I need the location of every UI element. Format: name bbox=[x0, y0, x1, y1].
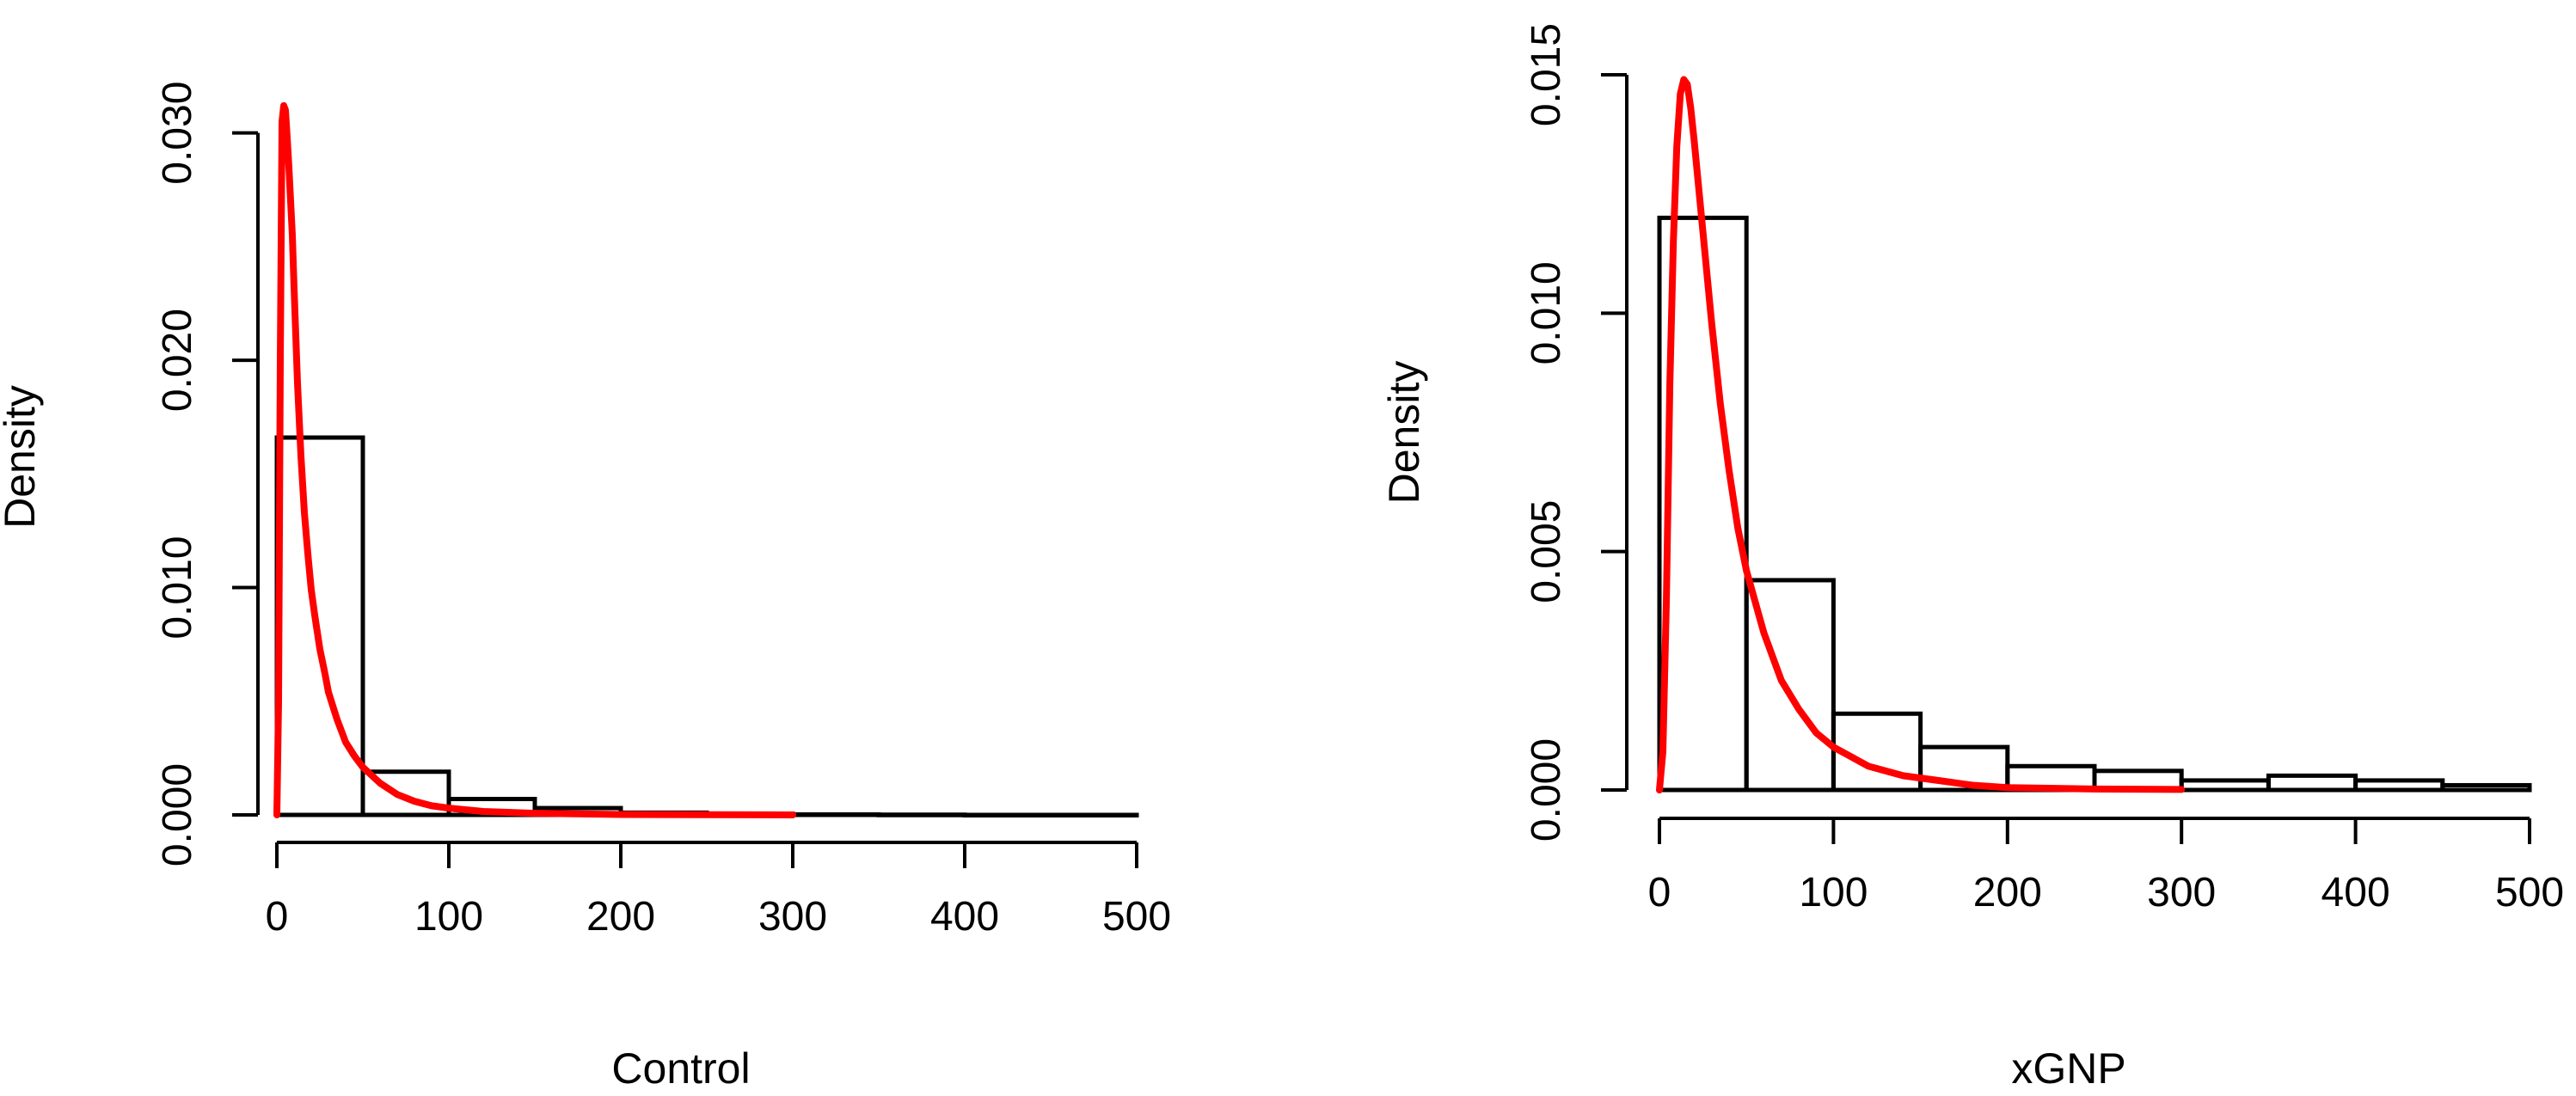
x-tick-label: 100 bbox=[414, 894, 483, 940]
x-tick-label: 200 bbox=[586, 894, 655, 940]
y-axis-label: Density bbox=[1380, 361, 1428, 505]
x-tick-label: 300 bbox=[2147, 870, 2216, 915]
histogram-bar bbox=[360, 769, 451, 817]
y-tick-label: 0.010 bbox=[1524, 261, 1569, 364]
chart-panel-1: 0 100 200 300 400 500 0.000 0.010 0.020 0.030 Cont… bbox=[0, 82, 1171, 1093]
x-tick-label: 500 bbox=[1102, 894, 1171, 940]
x-tick-label: 500 bbox=[2495, 870, 2564, 915]
chart-panel-2: 0 100 200 300 400 500 0.000 0.005 0.010 0.015 xGNP… bbox=[1380, 23, 2564, 1093]
histogram-bar bbox=[1744, 578, 1836, 793]
histogram-bar bbox=[2179, 778, 2271, 793]
x-tick-label: 400 bbox=[2321, 870, 2390, 915]
x-tick-label: 200 bbox=[1973, 870, 2042, 915]
histogram-bar bbox=[2266, 773, 2358, 793]
density-curve bbox=[273, 101, 796, 818]
histogram-bar bbox=[790, 811, 881, 817]
y-tick-label: 0.000 bbox=[155, 763, 200, 866]
y-axis-label: Density bbox=[0, 385, 44, 529]
x-tick-label: 100 bbox=[1799, 870, 1868, 915]
histogram-bar bbox=[1048, 812, 1139, 817]
y-tick-label: 0.010 bbox=[155, 536, 200, 639]
histogram-bar bbox=[962, 812, 1053, 817]
x-tick-label: 300 bbox=[758, 894, 827, 940]
y-tick-label: 0.020 bbox=[155, 309, 200, 412]
density-curve bbox=[1656, 76, 2186, 793]
x-tick-label: 0 bbox=[266, 894, 289, 940]
y-tick-label: 0.015 bbox=[1524, 23, 1569, 126]
x-axis-label: Control bbox=[611, 1044, 750, 1093]
histogram-bar bbox=[2353, 778, 2445, 793]
histogram-bar bbox=[876, 812, 967, 817]
x-tick-label: 0 bbox=[1648, 870, 1671, 915]
x-tick-label: 400 bbox=[930, 894, 999, 940]
histogram-bar bbox=[2440, 782, 2532, 793]
y-tick-label: 0.000 bbox=[1524, 738, 1569, 842]
y-tick-label: 0.030 bbox=[155, 82, 200, 185]
y-tick-label: 0.005 bbox=[1524, 500, 1569, 603]
x-axis-label: xGNP bbox=[2011, 1044, 2125, 1093]
